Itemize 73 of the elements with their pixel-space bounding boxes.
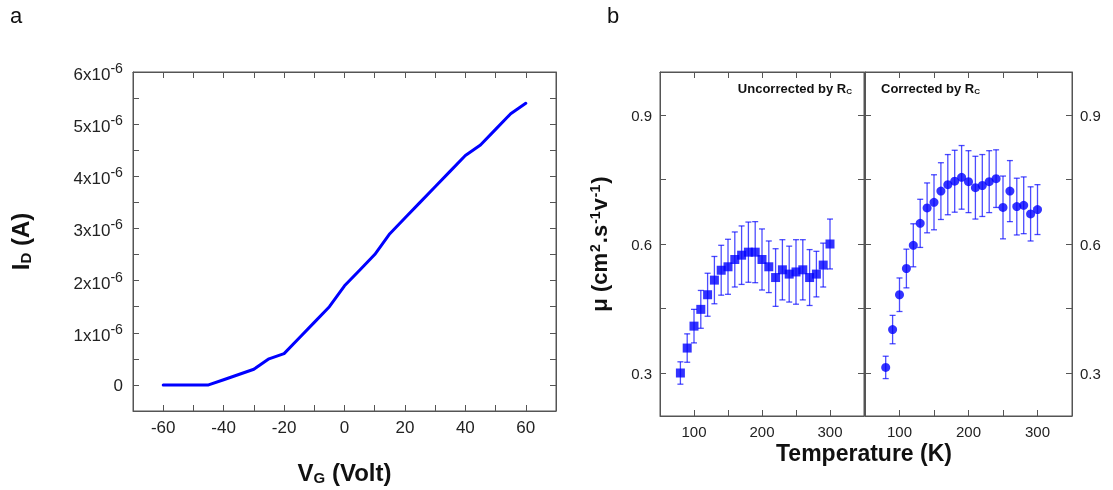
point (723, 262, 733, 272)
point (895, 290, 904, 300)
y-tick-label: 4x10$^{-6}$ (73, 164, 123, 189)
point (929, 197, 939, 207)
point (1026, 209, 1036, 219)
point (915, 218, 925, 228)
y-tick-label: 0.6 (631, 235, 652, 253)
point (675, 368, 685, 378)
point (998, 202, 1008, 212)
x-tick-label: 20 (395, 418, 415, 437)
x-tick-label: 300 (817, 423, 843, 440)
x-tick-label: 100 (886, 423, 913, 440)
point (964, 177, 973, 187)
point (991, 174, 1001, 184)
line-series (161, 101, 528, 387)
text: Uncorrected by RC (737, 80, 853, 96)
point (709, 275, 719, 285)
text: b (607, 2, 620, 28)
point (984, 177, 994, 187)
point (798, 265, 808, 275)
y-tick-label: 0.3 (631, 364, 652, 382)
point (957, 172, 967, 182)
x-tick-label: 0 (339, 418, 350, 437)
point (1012, 202, 1022, 212)
point (901, 264, 911, 274)
point (950, 176, 960, 186)
x-tick-label: -20 (271, 418, 297, 437)
x-tick-label: -40 (211, 418, 236, 437)
y2-tick-label: 0.3 (1080, 364, 1101, 382)
point (1019, 200, 1029, 210)
point (777, 265, 787, 275)
text: Corrected by RC (881, 80, 981, 96)
point (943, 180, 953, 190)
y-tick-label: 6x10$^{-6}$ (73, 60, 123, 84)
x-tick-label: 40 (455, 418, 475, 437)
point (881, 362, 891, 372)
y-tick-label: 0 (113, 375, 123, 395)
y-tick-label: 2x10$^{-6}$ (73, 268, 123, 293)
x-tick-label: 200 (749, 423, 775, 440)
point (750, 247, 760, 257)
text: a (10, 2, 23, 28)
y-axis-title: μ (cm2.s-1v-1) (586, 176, 612, 312)
point (922, 203, 932, 213)
x-tick-label: -60 (150, 418, 176, 437)
x-tick-label: 100 (681, 423, 707, 440)
y-tick-label: 5x10$^{-6}$ (73, 112, 123, 136)
x-tick-label: 200 (955, 423, 982, 440)
x-tick-label: 300 (1024, 423, 1051, 440)
point (908, 240, 918, 250)
point (757, 254, 767, 264)
point (1033, 205, 1042, 215)
point (764, 262, 774, 272)
x-axis-title: VG (Volt) (297, 458, 392, 486)
y-axis-title: ID (A) (6, 212, 34, 271)
y2-tick-label: 0.9 (1080, 106, 1101, 124)
point (696, 304, 706, 314)
point (977, 181, 987, 191)
point (818, 260, 828, 270)
y-tick-label: 0.9 (631, 106, 652, 124)
point (811, 269, 821, 279)
point (1005, 186, 1015, 196)
y2-tick-label: 0.6 (1080, 235, 1101, 253)
point (689, 321, 699, 331)
y-tick-label: 1x10$^{-6}$ (73, 320, 123, 345)
point (682, 343, 692, 353)
x-tick-label: 60 (516, 418, 536, 437)
x-axis-title: Temperature (K) (776, 440, 952, 467)
point (771, 273, 781, 283)
point (936, 186, 946, 196)
point (703, 290, 713, 300)
y-tick-label: 3x10$^{-6}$ (73, 216, 123, 241)
point (888, 325, 898, 335)
point (825, 239, 835, 249)
